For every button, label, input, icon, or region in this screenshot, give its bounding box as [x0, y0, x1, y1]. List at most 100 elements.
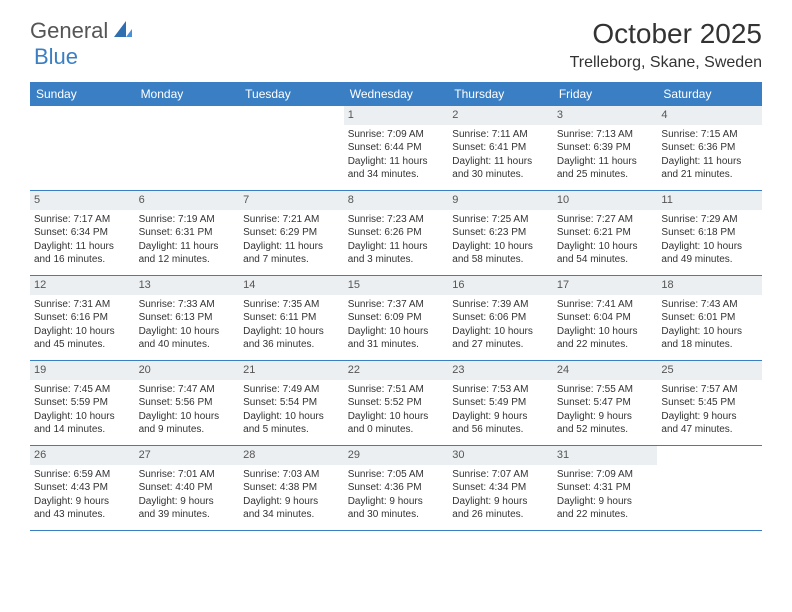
- daylight-line: and 18 minutes.: [661, 338, 758, 352]
- daylight-line: Daylight: 9 hours: [243, 495, 340, 509]
- day-number: 29: [344, 446, 449, 465]
- daylight-line: and 22 minutes.: [557, 508, 654, 522]
- daylight-line: and 7 minutes.: [243, 253, 340, 267]
- sunrise-line: Sunrise: 7:47 AM: [139, 383, 236, 397]
- sunset-line: Sunset: 6:11 PM: [243, 311, 340, 325]
- sunrise-line: Sunrise: 7:15 AM: [661, 128, 758, 142]
- day-cell: 27Sunrise: 7:01 AMSunset: 4:40 PMDayligh…: [135, 446, 240, 530]
- day-cell: 9Sunrise: 7:25 AMSunset: 6:23 PMDaylight…: [448, 191, 553, 275]
- day-cell: [30, 106, 135, 190]
- day-cell: 30Sunrise: 7:07 AMSunset: 4:34 PMDayligh…: [448, 446, 553, 530]
- sunrise-line: Sunrise: 7:31 AM: [34, 298, 131, 312]
- day-number: 11: [657, 191, 762, 210]
- logo-sail-icon: [112, 19, 134, 44]
- daylight-line: Daylight: 9 hours: [452, 495, 549, 509]
- daylight-line: Daylight: 11 hours: [243, 240, 340, 254]
- daylight-line: and 49 minutes.: [661, 253, 758, 267]
- logo-text-general: General: [30, 18, 108, 44]
- day-cell: 20Sunrise: 7:47 AMSunset: 5:56 PMDayligh…: [135, 361, 240, 445]
- weekday-header: Monday: [135, 82, 240, 106]
- day-cell: 5Sunrise: 7:17 AMSunset: 6:34 PMDaylight…: [30, 191, 135, 275]
- sunset-line: Sunset: 5:59 PM: [34, 396, 131, 410]
- daylight-line: and 16 minutes.: [34, 253, 131, 267]
- daylight-line: Daylight: 11 hours: [348, 240, 445, 254]
- day-number: 4: [657, 106, 762, 125]
- sunset-line: Sunset: 6:23 PM: [452, 226, 549, 240]
- sunset-line: Sunset: 4:34 PM: [452, 481, 549, 495]
- day-number: 27: [135, 446, 240, 465]
- daylight-line: and 5 minutes.: [243, 423, 340, 437]
- sunset-line: Sunset: 6:36 PM: [661, 141, 758, 155]
- day-cell: 19Sunrise: 7:45 AMSunset: 5:59 PMDayligh…: [30, 361, 135, 445]
- sunrise-line: Sunrise: 7:25 AM: [452, 213, 549, 227]
- daylight-line: Daylight: 11 hours: [139, 240, 236, 254]
- sunrise-line: Sunrise: 7:33 AM: [139, 298, 236, 312]
- daylight-line: Daylight: 9 hours: [557, 495, 654, 509]
- day-cell: 10Sunrise: 7:27 AMSunset: 6:21 PMDayligh…: [553, 191, 658, 275]
- daylight-line: Daylight: 11 hours: [348, 155, 445, 169]
- day-number: 13: [135, 276, 240, 295]
- day-cell: 24Sunrise: 7:55 AMSunset: 5:47 PMDayligh…: [553, 361, 658, 445]
- daylight-line: and 22 minutes.: [557, 338, 654, 352]
- sunset-line: Sunset: 5:49 PM: [452, 396, 549, 410]
- day-cell: 29Sunrise: 7:05 AMSunset: 4:36 PMDayligh…: [344, 446, 449, 530]
- week-row: 1 Sunrise: 7:09 AMSunset: 6:44 PMDaylight…: [30, 106, 762, 191]
- day-number: 28: [239, 446, 344, 465]
- daylight-line: and 14 minutes.: [34, 423, 131, 437]
- sunset-line: Sunset: 6:44 PM: [348, 141, 445, 155]
- day-cell: 22Sunrise: 7:51 AMSunset: 5:52 PMDayligh…: [344, 361, 449, 445]
- sunset-line: Sunset: 5:45 PM: [661, 396, 758, 410]
- sunset-line: Sunset: 6:29 PM: [243, 226, 340, 240]
- sunrise-line: Sunrise: 7:41 AM: [557, 298, 654, 312]
- day-cell: 7Sunrise: 7:21 AMSunset: 6:29 PMDaylight…: [239, 191, 344, 275]
- daylight-line: Daylight: 10 hours: [661, 240, 758, 254]
- daylight-line: Daylight: 10 hours: [348, 325, 445, 339]
- daylight-line: Daylight: 10 hours: [348, 410, 445, 424]
- sunset-line: Sunset: 5:56 PM: [139, 396, 236, 410]
- day-number: 6: [135, 191, 240, 210]
- logo-blue-text-wrap: Blue: [34, 44, 78, 70]
- weekday-header: Wednesday: [344, 82, 449, 106]
- sunset-line: Sunset: 5:47 PM: [557, 396, 654, 410]
- day-number: 3: [553, 106, 658, 125]
- sunrise-line: Sunrise: 7:13 AM: [557, 128, 654, 142]
- daylight-line: and 34 minutes.: [348, 168, 445, 182]
- daylight-line: Daylight: 10 hours: [452, 240, 549, 254]
- sunset-line: Sunset: 6:31 PM: [139, 226, 236, 240]
- daylight-line: Daylight: 10 hours: [34, 410, 131, 424]
- day-number: 16: [448, 276, 553, 295]
- header: General October 2025 Trelleborg, Skane, …: [0, 0, 792, 82]
- sunrise-line: Sunrise: 7:19 AM: [139, 213, 236, 227]
- weekday-header: Thursday: [448, 82, 553, 106]
- week-row: 19Sunrise: 7:45 AMSunset: 5:59 PMDayligh…: [30, 361, 762, 446]
- daylight-line: and 30 minutes.: [348, 508, 445, 522]
- day-number: 15: [344, 276, 449, 295]
- sunrise-line: Sunrise: 7:27 AM: [557, 213, 654, 227]
- sunrise-line: Sunrise: 7:03 AM: [243, 468, 340, 482]
- day-cell: 31Sunrise: 7:09 AMSunset: 4:31 PMDayligh…: [553, 446, 658, 530]
- sunrise-line: Sunrise: 7:29 AM: [661, 213, 758, 227]
- weekday-header: Saturday: [657, 82, 762, 106]
- sunrise-line: Sunrise: 7:05 AM: [348, 468, 445, 482]
- day-cell: 26Sunrise: 6:59 AMSunset: 4:43 PMDayligh…: [30, 446, 135, 530]
- sunrise-line: Sunrise: 7:37 AM: [348, 298, 445, 312]
- day-number: 1: [344, 106, 449, 125]
- daylight-line: and 39 minutes.: [139, 508, 236, 522]
- sunset-line: Sunset: 4:36 PM: [348, 481, 445, 495]
- sunrise-line: Sunrise: 7:09 AM: [348, 128, 445, 142]
- daylight-line: Daylight: 9 hours: [34, 495, 131, 509]
- day-number: 24: [553, 361, 658, 380]
- daylight-line: and 45 minutes.: [34, 338, 131, 352]
- sunset-line: Sunset: 6:41 PM: [452, 141, 549, 155]
- day-cell: 15Sunrise: 7:37 AMSunset: 6:09 PMDayligh…: [344, 276, 449, 360]
- sunset-line: Sunset: 4:40 PM: [139, 481, 236, 495]
- sunset-line: Sunset: 6:04 PM: [557, 311, 654, 325]
- sunset-line: Sunset: 6:18 PM: [661, 226, 758, 240]
- sunset-line: Sunset: 6:01 PM: [661, 311, 758, 325]
- day-number: 10: [553, 191, 658, 210]
- sunrise-line: Sunrise: 7:57 AM: [661, 383, 758, 397]
- sunrise-line: Sunrise: 7:21 AM: [243, 213, 340, 227]
- day-cell: 8Sunrise: 7:23 AMSunset: 6:26 PMDaylight…: [344, 191, 449, 275]
- sunrise-line: Sunrise: 7:23 AM: [348, 213, 445, 227]
- day-cell: 11 Sunrise: 7:29 AMSunset: 6:18 PMDayligh…: [657, 191, 762, 275]
